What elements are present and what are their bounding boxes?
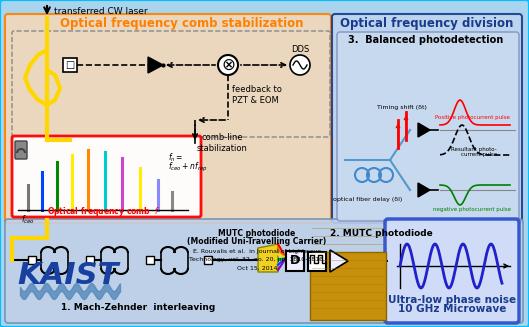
FancyBboxPatch shape: [15, 141, 27, 159]
Text: MUTC photodiode: MUTC photodiode: [218, 229, 296, 237]
Polygon shape: [148, 57, 163, 73]
Polygon shape: [330, 250, 348, 272]
Text: $f_{ceo}$: $f_{ceo}$: [21, 213, 35, 226]
Text: comb-line
stabilization: comb-line stabilization: [197, 133, 248, 153]
Text: Optical frequency comb  $f$: Optical frequency comb $f$: [48, 205, 161, 218]
FancyBboxPatch shape: [332, 14, 522, 223]
FancyBboxPatch shape: [337, 32, 519, 221]
Text: E. Rouvalis et al.  in Journal of Lightwave: E. Rouvalis et al. in Journal of Lightwa…: [193, 250, 321, 254]
Circle shape: [290, 55, 310, 75]
Text: 1. Mach-Zehnder  interleaving: 1. Mach-Zehnder interleaving: [61, 303, 215, 313]
Text: □: □: [66, 60, 75, 70]
Text: D: D: [290, 254, 300, 267]
Text: 3.  Balanced photodetection: 3. Balanced photodetection: [348, 35, 503, 45]
Text: (Modified Uni-Travelling Carrier): (Modified Uni-Travelling Carrier): [187, 237, 326, 247]
Circle shape: [218, 55, 238, 75]
Text: DDS: DDS: [291, 45, 309, 55]
Text: 2. MUTC photodiode: 2. MUTC photodiode: [330, 229, 433, 237]
FancyBboxPatch shape: [204, 256, 212, 264]
Text: Optical frequency division: Optical frequency division: [340, 18, 513, 30]
Text: transferred CW laser: transferred CW laser: [54, 7, 148, 15]
Text: 10 GHz Microwave: 10 GHz Microwave: [398, 304, 506, 314]
FancyBboxPatch shape: [286, 251, 304, 271]
Text: Resultant photo-
current pulse: Resultant photo- current pulse: [451, 146, 497, 157]
FancyBboxPatch shape: [12, 136, 201, 217]
FancyBboxPatch shape: [28, 256, 36, 264]
Polygon shape: [258, 244, 278, 272]
FancyBboxPatch shape: [385, 219, 519, 323]
Text: Timing shift (δt): Timing shift (δt): [377, 105, 427, 110]
FancyBboxPatch shape: [308, 252, 326, 271]
Polygon shape: [418, 183, 430, 197]
FancyBboxPatch shape: [65, 60, 75, 70]
Text: Oct 15, 2014: Oct 15, 2014: [237, 266, 277, 270]
Text: KAIST: KAIST: [17, 261, 118, 289]
Text: $\otimes$: $\otimes$: [221, 56, 235, 74]
Text: $f_n =$: $f_n =$: [168, 152, 184, 164]
FancyBboxPatch shape: [86, 256, 94, 264]
Text: Technology, vol. 32, no. 20, pp. 3810-3816,: Technology, vol. 32, no. 20, pp. 3810-38…: [189, 257, 325, 263]
FancyBboxPatch shape: [5, 219, 523, 323]
FancyBboxPatch shape: [146, 256, 154, 264]
Polygon shape: [418, 123, 430, 137]
Text: negative photocurrent pulse: negative photocurrent pulse: [433, 207, 511, 212]
FancyBboxPatch shape: [63, 58, 77, 72]
Text: $f_{ceo}+nf_{rep}$: $f_{ceo}+nf_{rep}$: [168, 161, 208, 174]
FancyBboxPatch shape: [310, 252, 386, 320]
Text: Ultra-low phase noise: Ultra-low phase noise: [388, 295, 516, 305]
Text: Positive photocurrent pulse: Positive photocurrent pulse: [434, 115, 509, 120]
Text: optical fiber delay (δl): optical fiber delay (δl): [333, 198, 403, 202]
Text: Optical frequency comb stabilization: Optical frequency comb stabilization: [60, 18, 304, 30]
Text: feedback to
PZT & EOM: feedback to PZT & EOM: [232, 85, 282, 105]
FancyBboxPatch shape: [5, 14, 331, 223]
